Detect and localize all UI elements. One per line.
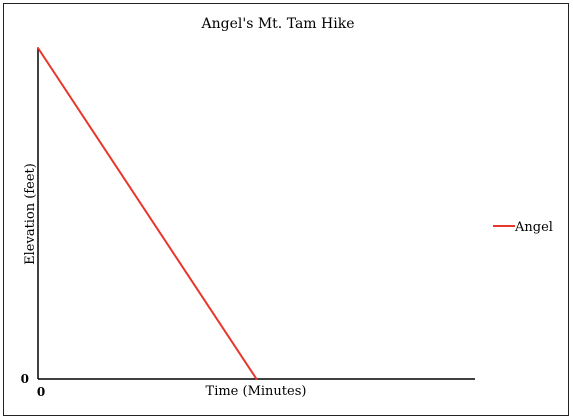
chart-title: Angel's Mt. Tam Hike <box>201 16 355 32</box>
data-point <box>37 47 39 49</box>
y-axis-label: Elevation (feet) <box>23 163 38 265</box>
series-line-angel <box>37 47 258 380</box>
legend-label: Angel <box>514 220 553 235</box>
data-point <box>255 378 258 380</box>
x-tick-label: 0 <box>37 385 45 399</box>
chart-frame <box>3 3 569 416</box>
x-axis-label: Time (Minutes) <box>206 384 307 399</box>
series-layer <box>37 47 258 380</box>
legend: Angel <box>493 220 553 235</box>
tick-labels: 00 <box>21 372 46 399</box>
y-tick-label: 0 <box>21 372 29 386</box>
